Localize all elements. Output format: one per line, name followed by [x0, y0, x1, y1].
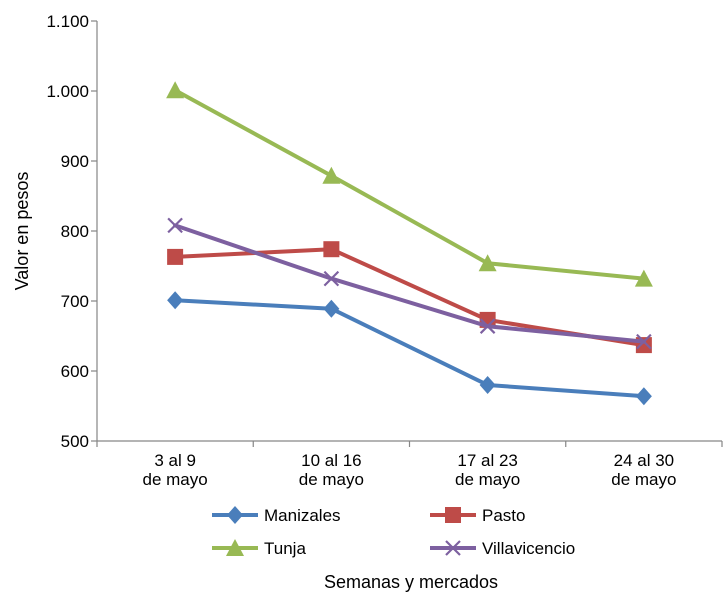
series-layer — [166, 81, 653, 406]
y-tick-label: 600 — [61, 362, 89, 381]
data-point-villavicencio — [479, 318, 496, 334]
data-point-manizales — [479, 376, 496, 394]
data-point-pasto — [323, 241, 340, 258]
series-line-villavicencio — [173, 223, 646, 344]
x-tick-label: 3 al 9 de mayo — [143, 451, 208, 489]
series-tunja — [166, 81, 653, 287]
y-axis-title: Valor en pesos — [12, 172, 32, 291]
y-tick-label: 700 — [61, 292, 89, 311]
series-line-manizales — [173, 298, 646, 399]
data-point-tunja — [322, 166, 341, 184]
legend-label: Manizales — [264, 506, 341, 525]
legend-item-pasto: Pasto — [430, 506, 525, 525]
data-point-manizales — [635, 387, 652, 406]
legend: Manizales Pasto Tunja Villavicencio — [212, 506, 575, 558]
data-point-villavicencio — [167, 217, 183, 234]
x-tick-label: 10 al 16 de mayo — [299, 451, 364, 489]
legend-label: Pasto — [482, 506, 525, 525]
x-axis-ticks: 3 al 9 de mayo 10 al 16 de mayo 17 al 23 de m… — [96, 441, 723, 489]
y-tick-label: 800 — [61, 222, 89, 241]
y-tick-label: 1.100 — [46, 12, 89, 31]
x-tick-label: 17 al 23 de mayo — [455, 451, 520, 489]
data-point-manizales — [167, 291, 184, 310]
data-point-villavicencio — [323, 270, 340, 287]
series-manizales — [167, 291, 652, 406]
data-point-pasto — [167, 248, 184, 265]
y-tick-label: 1.000 — [46, 82, 89, 101]
data-point-tunja — [478, 254, 497, 272]
series-line-pasto — [173, 247, 646, 348]
data-point-tunja — [634, 269, 653, 287]
legend-marker-pasto — [445, 507, 461, 523]
y-axis-ticks: 500 600 700 800 900 1.000 1.100 — [46, 12, 97, 451]
legend-item-tunja: Tunja — [212, 539, 306, 558]
legend-marker-tunja — [226, 539, 244, 556]
x-axis-title: Semanas y mercados — [324, 572, 498, 592]
legend-marker-manizales — [227, 506, 243, 524]
legend-item-villavicencio: Villavicencio — [430, 539, 575, 558]
data-point-villavicencio — [636, 333, 652, 350]
legend-label: Villavicencio — [482, 539, 575, 558]
legend-label: Tunja — [264, 539, 306, 558]
series-line-tunja — [173, 88, 646, 281]
y-tick-label: 900 — [61, 152, 89, 171]
legend-marker-villavicencio — [445, 540, 461, 556]
series-villavicencio — [167, 217, 652, 350]
legend-item-manizales: Manizales — [212, 506, 341, 525]
y-tick-label: 500 — [61, 432, 89, 451]
data-point-manizales — [323, 299, 340, 318]
x-tick-label: 24 al 30 de mayo — [611, 451, 676, 489]
data-point-tunja — [166, 81, 185, 99]
